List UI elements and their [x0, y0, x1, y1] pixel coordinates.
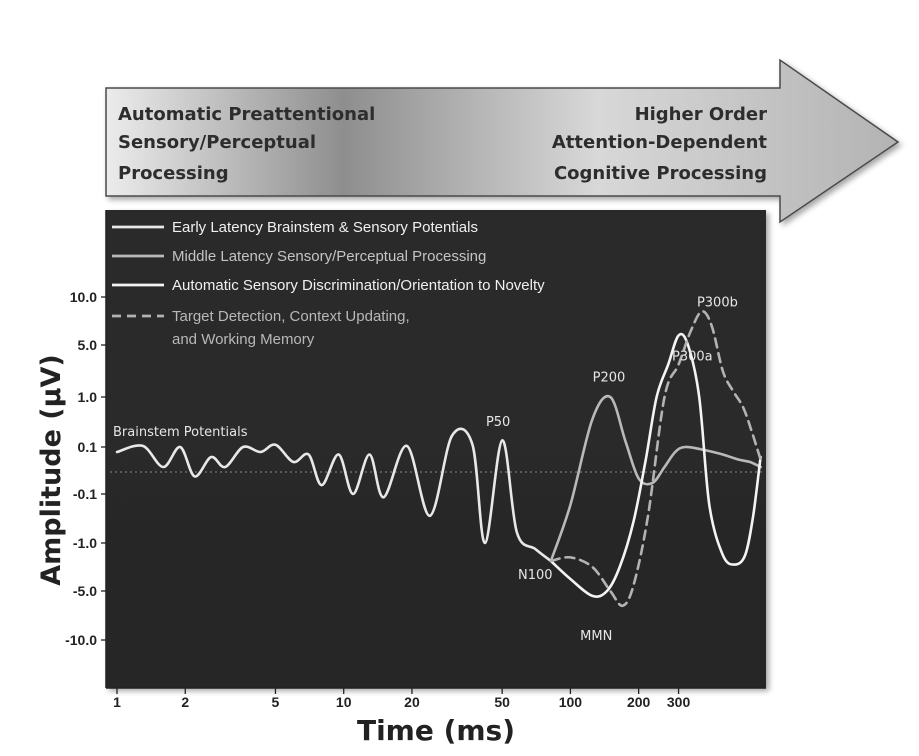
y-tick-label: 5.0 — [78, 337, 98, 353]
peak-label: P50 — [486, 415, 510, 430]
legend-label: Target Detection, Context Updating, and W… — [172, 308, 410, 348]
x-tick-label: 100 — [559, 694, 583, 710]
x-tick-label: 2 — [181, 694, 189, 710]
y-tick-label: -1.0 — [73, 535, 97, 551]
y-tick-label: 0.1 — [78, 439, 98, 455]
y-tick-label: -5.0 — [73, 583, 97, 599]
peak-labels: Brainstem Potentials P50 P200 N100 MMN P300a P… — [113, 296, 738, 644]
x-tick-label: 300 — [667, 694, 691, 710]
x-tick-label: 5 — [272, 694, 280, 710]
arrow-right-text: Higher Order Attention-Dependent Cogniti… — [552, 104, 768, 184]
x-tick-label: 50 — [494, 694, 510, 710]
arrow-shape — [105, 58, 900, 224]
series-lines — [115, 310, 762, 608]
x-tick-label: 1 — [113, 694, 121, 710]
x-axis-title: Time (ms) — [357, 714, 515, 747]
series-line-4 — [549, 310, 762, 608]
peak-label: N100 — [518, 568, 553, 583]
arrow-left-line: Sensory/Perceptual — [118, 132, 316, 153]
series-line-1 — [115, 427, 553, 563]
peak-label: P200 — [593, 370, 626, 385]
x-tick-label: 20 — [404, 694, 420, 710]
x-tick-label: 10 — [336, 694, 352, 710]
arrow-left-line: Automatic Preattentional — [118, 104, 375, 125]
x-ticks: 1 2 5 10 20 50 100 200 300 — [113, 688, 690, 710]
legend-label: Middle Latency Sensory/Perceptual Proces… — [172, 248, 486, 265]
series-line-3 — [549, 332, 762, 598]
y-tick-label: 10.0 — [70, 289, 97, 305]
y-ticks: 10.0 5.0 1.0 0.1 -0.1 -1.0 -5.0 -10.0 — [65, 289, 106, 648]
y-tick-label: -0.1 — [73, 486, 97, 502]
legend-label: Early Latency Brainstem & Sensory Potent… — [172, 219, 478, 236]
peak-label: MMN — [580, 629, 612, 644]
arrow-left-line: Processing — [118, 163, 229, 184]
y-tick-label: 1.0 — [78, 389, 98, 405]
legend-label: Automatic Sensory Discrimination/Orienta… — [172, 277, 545, 294]
series-line-2 — [549, 394, 762, 563]
arrow-right-line: Higher Order — [635, 104, 768, 125]
x-tick-label: 200 — [627, 694, 651, 710]
peak-label: Brainstem Potentials — [113, 425, 248, 440]
arrow-left-text: Automatic Preattentional Sensory/Percept… — [118, 104, 375, 184]
arrow-right-line: Cognitive Processing — [554, 163, 767, 184]
y-axis-title: Amplitude (µV) — [36, 354, 67, 585]
arrow-right-line: Attention-Dependent — [552, 132, 768, 153]
legend: Early Latency Brainstem & Sensory Potent… — [112, 219, 545, 348]
y-tick-label: -10.0 — [65, 632, 97, 648]
peak-label: P300b — [697, 296, 738, 311]
processing-arrow: Automatic Preattentional Sensory/Percept… — [105, 58, 900, 224]
peak-label: P300a — [672, 350, 713, 365]
